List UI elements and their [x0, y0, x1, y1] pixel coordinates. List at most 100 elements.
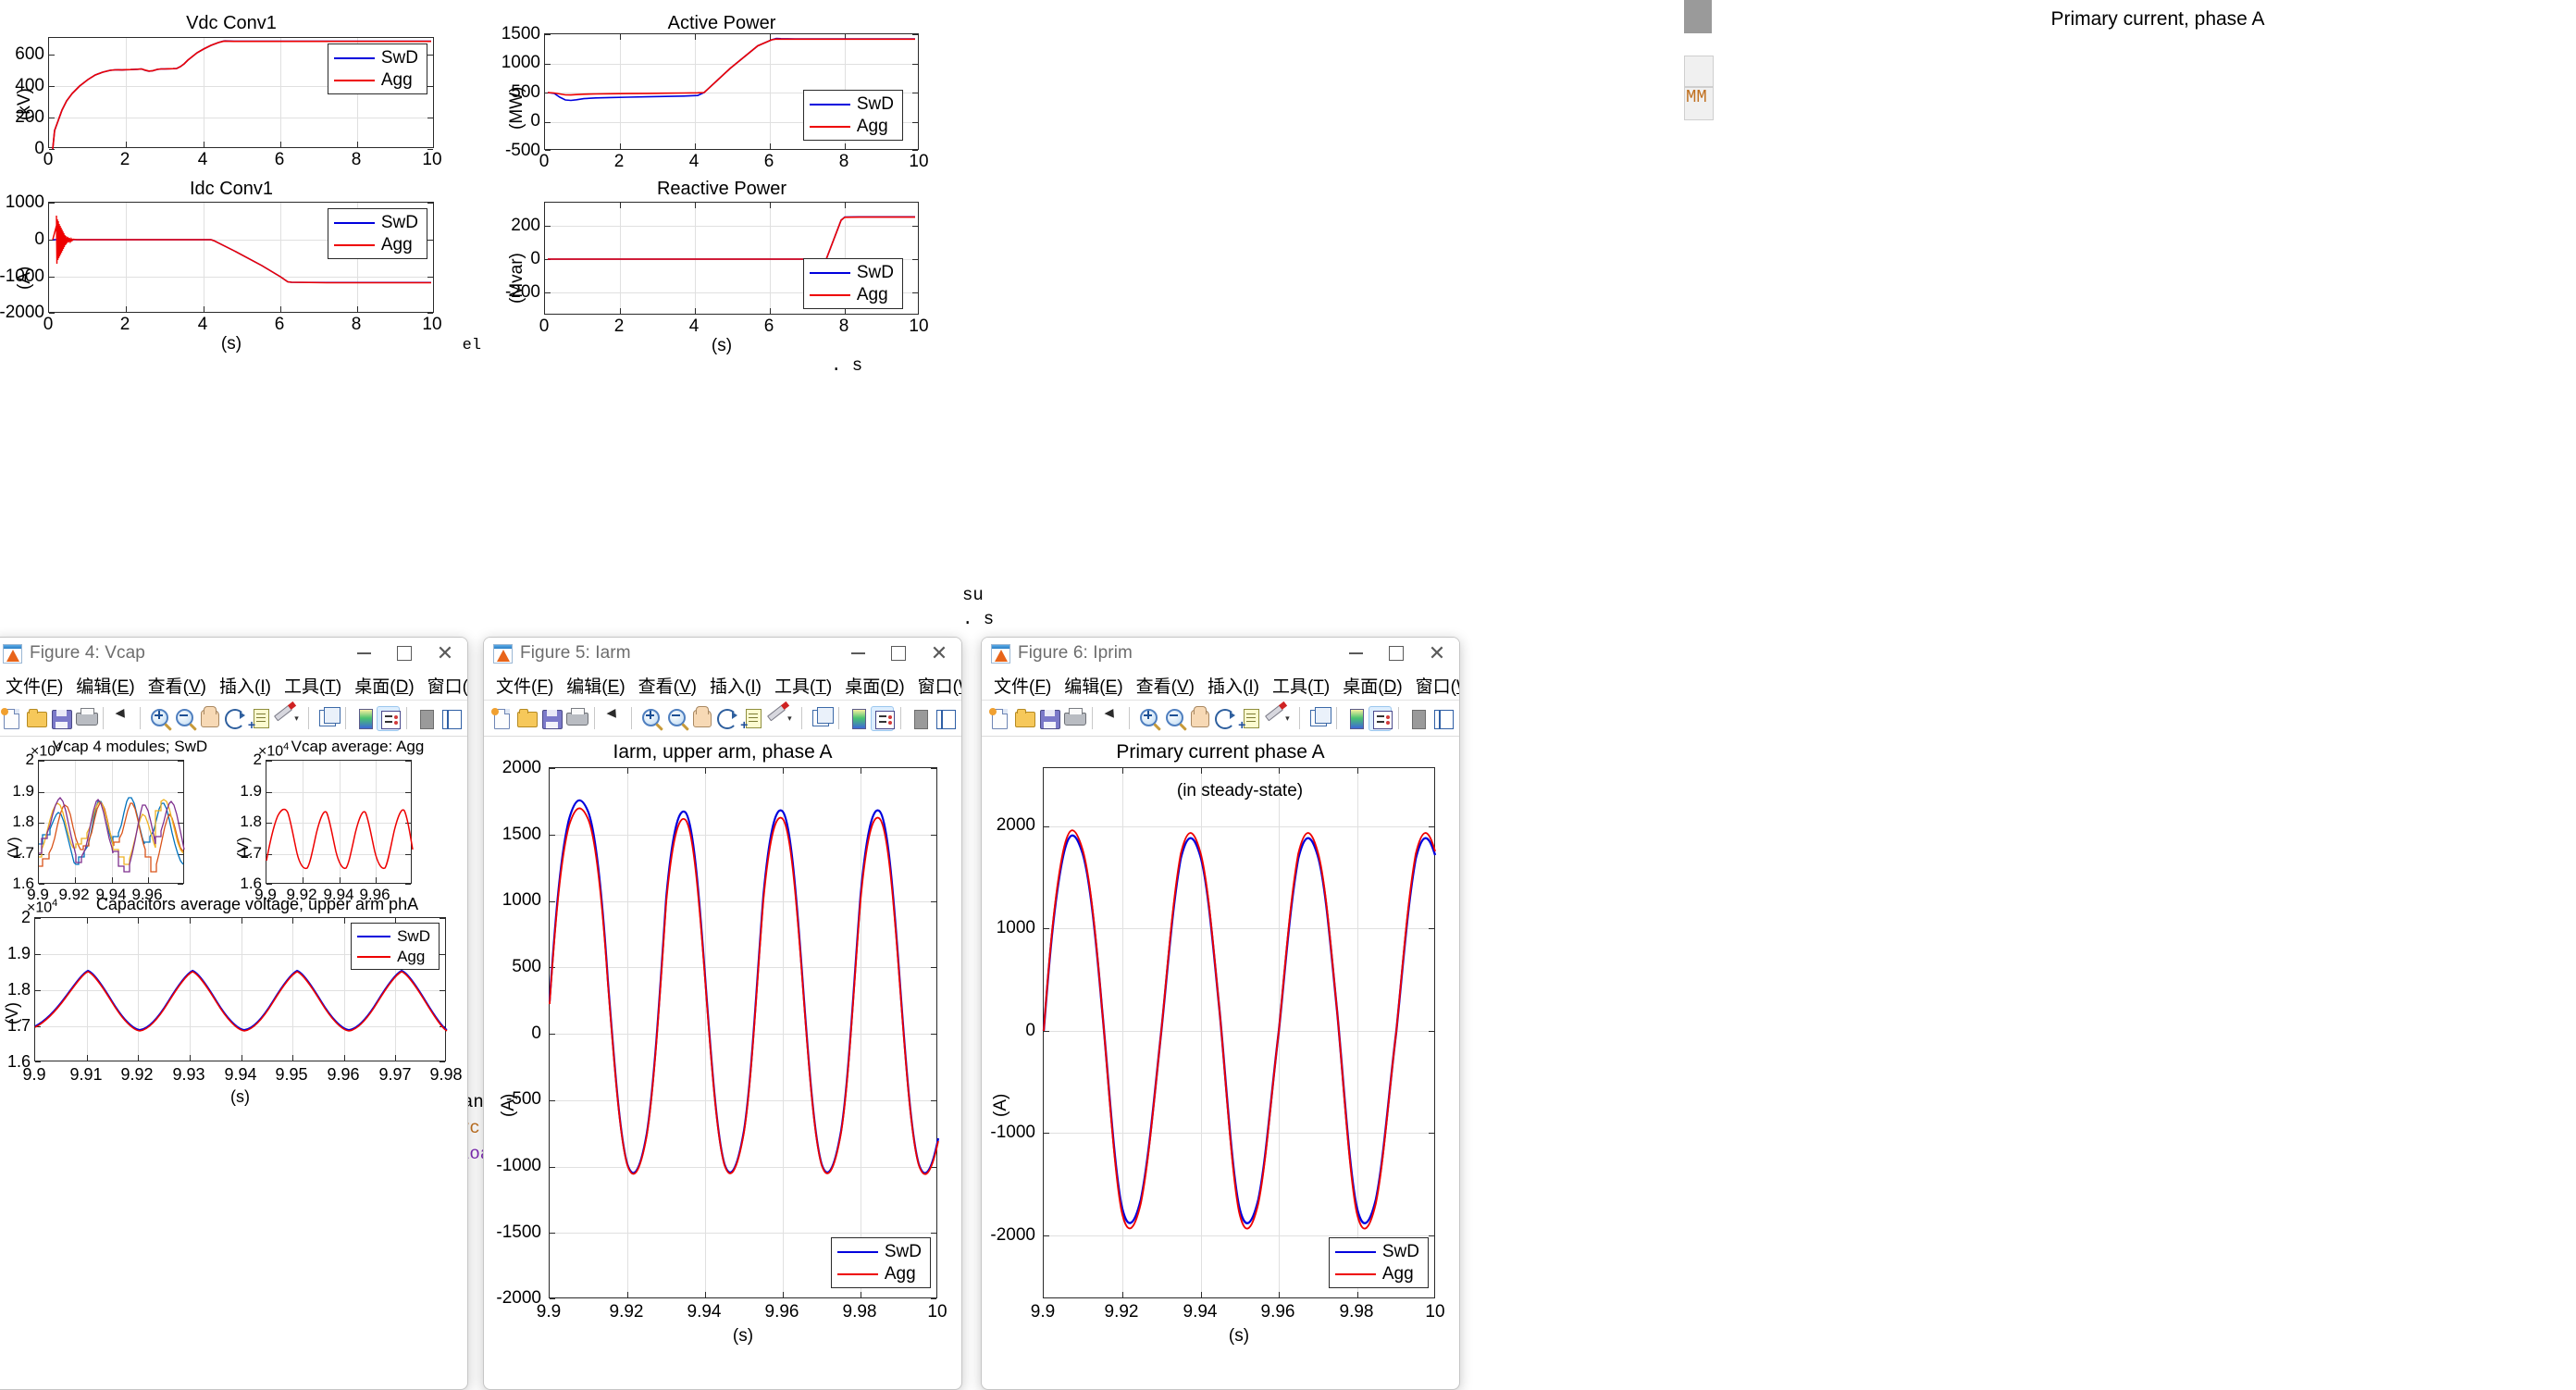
new-figure-icon[interactable]	[987, 706, 1010, 731]
brush-icon[interactable]	[764, 704, 787, 731]
menu-file[interactable]: 文件(F)	[496, 676, 554, 697]
figure-window-vcap[interactable]: Figure 4: Vcap ✕ 文件(F) 编辑(E) 查看(V) 插入(I)…	[0, 637, 468, 1390]
menu-window[interactable]: 窗口(W)	[427, 676, 468, 697]
maximize-button[interactable]	[384, 639, 425, 668]
menu-insert[interactable]: 插入(I)	[219, 676, 271, 697]
figure-window-iarm[interactable]: Figure 5: Iarm ✕ 文件(F) 编辑(E) 查看(V) 插入(I)…	[483, 637, 962, 1390]
brush-dropdown-caret[interactable]: ▾	[294, 713, 299, 723]
colorbar-icon[interactable]	[846, 706, 869, 731]
open-folder-icon[interactable]	[1012, 706, 1036, 731]
data-cursor-icon[interactable]: +	[739, 706, 762, 731]
menu-view[interactable]: 查看(V)	[638, 676, 697, 697]
toolbar[interactable]: + ▾	[0, 701, 467, 737]
menu-desktop[interactable]: 桌面(D)	[845, 676, 905, 697]
colorbar-icon[interactable]	[353, 706, 376, 731]
zoom-in-icon[interactable]	[638, 706, 662, 731]
brush-dropdown-caret[interactable]: ▾	[787, 713, 792, 723]
brush-icon[interactable]	[271, 704, 294, 731]
minimize-button[interactable]	[343, 639, 384, 668]
legend-icon[interactable]	[1368, 705, 1393, 731]
menu-tools[interactable]: 工具(T)	[774, 676, 833, 697]
pan-icon[interactable]	[689, 705, 712, 731]
menu-edit[interactable]: 编辑(E)	[1064, 676, 1123, 697]
minimize-button[interactable]	[1335, 639, 1376, 668]
menu-window[interactable]: 窗口(W)	[1415, 676, 1459, 697]
menu-desktop[interactable]: 桌面(D)	[1343, 676, 1403, 697]
close-button[interactable]: ✕	[1428, 641, 1446, 664]
rotate-3d-icon[interactable]	[714, 706, 737, 731]
zoom-out-icon[interactable]	[664, 706, 687, 731]
pointer-icon[interactable]	[1099, 706, 1122, 731]
menu-view[interactable]: 查看(V)	[147, 676, 206, 697]
colorbar-icon[interactable]	[1344, 706, 1367, 731]
pan-icon[interactable]	[1187, 705, 1210, 731]
show-plot-tools-icon[interactable]	[1430, 706, 1454, 731]
titlebar[interactable]: Figure 6: Iprim ✕	[982, 638, 1459, 670]
close-button[interactable]: ✕	[436, 641, 454, 664]
pan-icon[interactable]	[197, 705, 220, 731]
maximize-button[interactable]	[1376, 639, 1417, 668]
menu-insert[interactable]: 插入(I)	[1208, 676, 1259, 697]
print-icon[interactable]	[564, 706, 589, 731]
print-icon[interactable]	[74, 706, 98, 731]
menu-insert[interactable]: 插入(I)	[710, 676, 762, 697]
menu-edit[interactable]: 编辑(E)	[566, 676, 625, 697]
hide-plot-tools-icon[interactable]	[1406, 706, 1429, 731]
menubar[interactable]: 文件(F) 编辑(E) 查看(V) 插入(I) 工具(T) 桌面(D) 窗口(W…	[484, 670, 961, 701]
new-figure-icon[interactable]	[489, 706, 513, 731]
menubar[interactable]: 文件(F) 编辑(E) 查看(V) 插入(I) 工具(T) 桌面(D) 窗口(W…	[982, 670, 1459, 701]
print-icon[interactable]	[1062, 706, 1087, 731]
menubar[interactable]: 文件(F) 编辑(E) 查看(V) 插入(I) 工具(T) 桌面(D) 窗口(W…	[0, 670, 467, 701]
new-figure-icon[interactable]	[0, 706, 22, 731]
menu-view[interactable]: 查看(V)	[1135, 676, 1195, 697]
menu-desktop[interactable]: 桌面(D)	[354, 676, 415, 697]
save-icon[interactable]	[1037, 706, 1061, 731]
show-plot-tools-icon[interactable]	[933, 706, 956, 731]
brush-dropdown-caret[interactable]: ▾	[1285, 713, 1290, 723]
hide-plot-tools-icon[interactable]	[414, 706, 437, 731]
legend-icon[interactable]	[377, 705, 402, 731]
maximize-button[interactable]	[878, 639, 919, 668]
figure-window-iprim[interactable]: Figure 6: Iprim ✕ 文件(F) 编辑(E) 查看(V) 插入(I…	[981, 637, 1460, 1390]
link-plot-icon[interactable]	[316, 706, 341, 731]
titlebar[interactable]: Figure 5: Iarm ✕	[484, 638, 961, 670]
menu-file[interactable]: 文件(F)	[6, 676, 64, 697]
brush-icon[interactable]	[1262, 704, 1285, 731]
plot-title: Reactive Power	[656, 179, 787, 199]
legend-row-swd: SwD	[1334, 1243, 1419, 1260]
data-cursor-icon[interactable]: +	[1237, 706, 1260, 731]
menu-tools[interactable]: 工具(T)	[283, 676, 342, 697]
zoom-in-icon[interactable]	[1136, 706, 1159, 731]
legend-icon[interactable]	[870, 705, 895, 731]
data-cursor-icon[interactable]: +	[247, 706, 270, 731]
menu-edit[interactable]: 编辑(E)	[76, 676, 135, 697]
save-icon[interactable]	[49, 706, 72, 731]
menu-file[interactable]: 文件(F)	[994, 676, 1052, 697]
menu-window[interactable]: 窗口(W)	[917, 676, 961, 697]
zoom-in-icon[interactable]	[147, 706, 170, 731]
rotate-3d-icon[interactable]	[222, 706, 245, 731]
hide-plot-tools-icon[interactable]	[908, 706, 931, 731]
minimize-button[interactable]	[837, 639, 878, 668]
toolbar[interactable]: + ▾	[982, 701, 1459, 737]
toolbar[interactable]: + ▾	[484, 701, 961, 737]
figure-window-vdc-idc[interactable]: Vdc Conv1 (kV) SwD A	[0, 0, 463, 356]
figure-window-primary-current-energization[interactable]: Primary current, phase A (A) (during cap…	[1740, 0, 2576, 356]
titlebar[interactable]: Figure 4: Vcap ✕	[0, 638, 467, 670]
xtick: 9.94	[323, 886, 354, 903]
pointer-icon[interactable]	[110, 706, 133, 731]
link-plot-icon[interactable]	[809, 706, 834, 731]
figure-window-power[interactable]: Active Power (MW) SwD	[490, 0, 953, 356]
open-folder-icon[interactable]	[24, 706, 47, 731]
rotate-3d-icon[interactable]	[1212, 706, 1235, 731]
menu-tools[interactable]: 工具(T)	[1271, 676, 1331, 697]
save-icon[interactable]	[539, 706, 564, 731]
link-plot-icon[interactable]	[1307, 706, 1331, 731]
zoom-out-icon[interactable]	[1162, 706, 1185, 731]
ytick: 500	[512, 957, 541, 976]
pointer-icon[interactable]	[601, 706, 625, 731]
zoom-out-icon[interactable]	[172, 706, 195, 731]
close-button[interactable]: ✕	[930, 641, 948, 664]
open-folder-icon[interactable]	[514, 706, 539, 731]
show-plot-tools-icon[interactable]	[439, 706, 463, 731]
